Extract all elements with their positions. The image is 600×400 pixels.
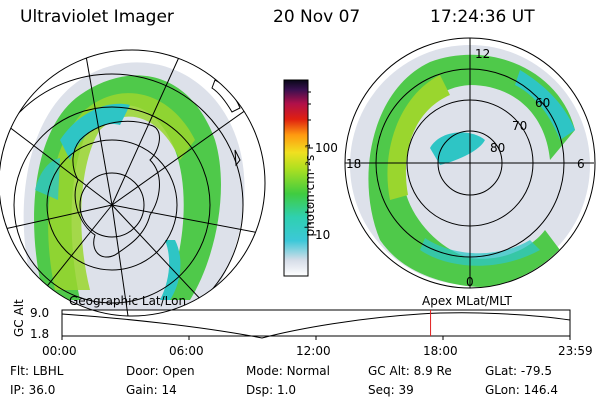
status-glon: GLon: 146.4: [485, 383, 558, 397]
status-door: Door: Open: [126, 364, 195, 378]
date-label: 20 Nov 07: [273, 7, 361, 27]
instrument-title: Ultraviolet Imager: [20, 7, 174, 27]
status-dsp: Dsp: 1.0: [246, 383, 297, 397]
polar-frame: [344, 37, 596, 289]
timeline-x-tick: 12:00: [296, 344, 331, 358]
timeline-y-tick-low: 1.8: [30, 327, 50, 341]
status-ip: IP: 36.0: [10, 383, 56, 397]
timeline-y-tick-high: 9.0: [30, 306, 50, 320]
status-mode: Mode: Normal: [246, 364, 330, 378]
timeline-x-tick: 18:00: [423, 344, 458, 358]
mlt-12-label: 12: [475, 47, 491, 61]
mlt-6-label: 6: [577, 157, 585, 171]
colorbar: [283, 79, 309, 277]
colorbar-tick-100: 100: [315, 141, 338, 155]
colorbar-tick-10: 10: [315, 228, 331, 242]
status-flt: Flt: LBHL: [10, 364, 64, 378]
geographic-image: [0, 50, 265, 316]
time-label: 17:24:36 UT: [430, 7, 535, 27]
timeline-right-title: Apex MLat/MLT: [422, 294, 512, 308]
mlat-70-label: 70: [512, 119, 528, 133]
mlat-80-label: 80: [490, 141, 506, 155]
altitude-curve: [61, 312, 571, 339]
timeline-x-tick: 23:59: [558, 344, 593, 358]
mlat-60-label: 60: [535, 96, 551, 110]
geographic-frame: [0, 49, 266, 317]
timeline-y-label: GC Alt: [12, 299, 26, 337]
timeline-x-tick: 06:00: [169, 344, 204, 358]
status-glat: GLat: -79.5: [485, 364, 552, 378]
colorbar-ticks: [308, 91, 313, 236]
mlt-0-label: 0: [466, 275, 474, 289]
timeline-left-title: Geographic Lat/Lon: [69, 294, 187, 308]
status-gc-alt: GC Alt: 8.9 Re: [368, 364, 452, 378]
timeline-x-tick: 00:00: [42, 344, 77, 358]
mlt-18-label: 18: [346, 157, 362, 171]
status-seq: Seq: 39: [368, 383, 414, 397]
polar-image: [344, 38, 594, 288]
timeline-ticks: [61, 336, 571, 340]
status-gain: Gain: 14: [126, 383, 177, 397]
